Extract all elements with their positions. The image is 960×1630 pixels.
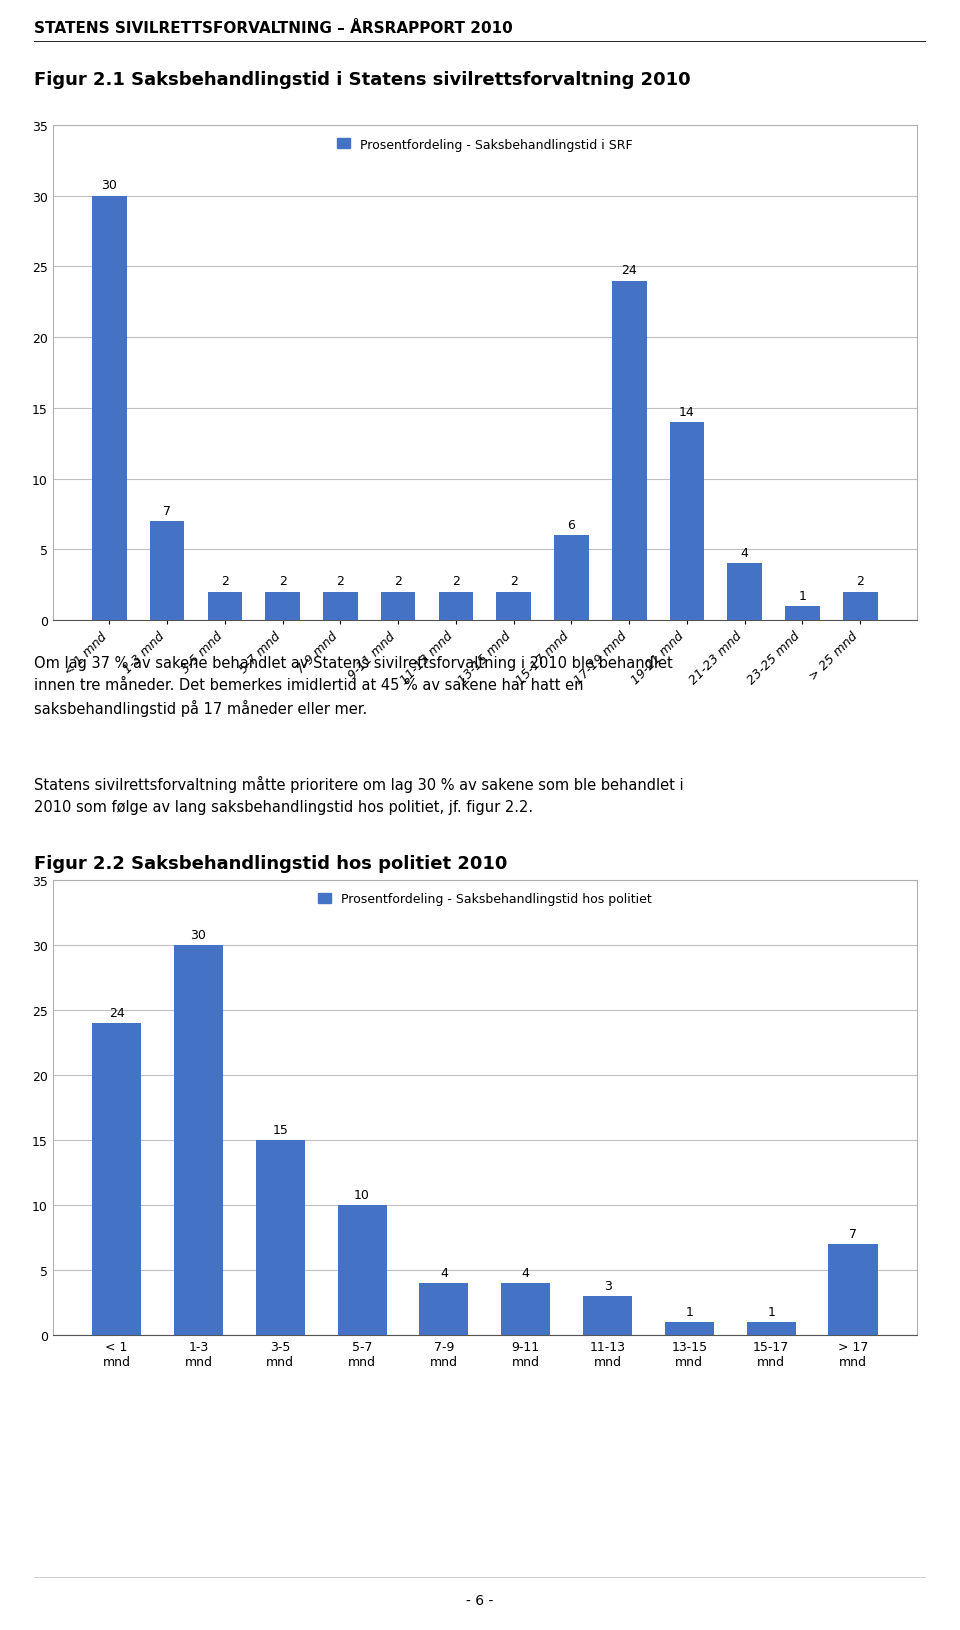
Bar: [670, 422, 705, 621]
Bar: [785, 606, 820, 621]
Bar: [265, 592, 300, 621]
Text: 7: 7: [849, 1227, 857, 1240]
Bar: [420, 1283, 468, 1335]
Bar: [324, 592, 358, 621]
Text: 2: 2: [336, 575, 345, 588]
Text: Figur 2.1 Saksbehandlingstid i Statens sivilrettsforvaltning 2010: Figur 2.1 Saksbehandlingstid i Statens s…: [34, 72, 690, 90]
Text: STATENS SIVILRETTSFORVALTNING – ÅRSRAPPORT 2010: STATENS SIVILRETTSFORVALTNING – ÅRSRAPPO…: [34, 21, 513, 36]
Bar: [496, 592, 531, 621]
Bar: [554, 536, 588, 621]
Bar: [255, 1141, 305, 1335]
Bar: [150, 522, 184, 621]
Text: 15: 15: [273, 1123, 288, 1136]
Bar: [92, 1024, 141, 1335]
Bar: [728, 564, 762, 621]
Text: 4: 4: [522, 1267, 530, 1280]
Text: 7: 7: [163, 504, 171, 517]
Bar: [174, 945, 223, 1335]
Bar: [207, 592, 242, 621]
Text: 10: 10: [354, 1188, 370, 1201]
Bar: [381, 592, 416, 621]
Text: 24: 24: [621, 264, 637, 277]
Text: 30: 30: [102, 179, 117, 192]
Text: 1: 1: [767, 1306, 775, 1319]
Legend: Prosentfordeling - Saksbehandlingstid i SRF: Prosentfordeling - Saksbehandlingstid i …: [331, 132, 638, 158]
Text: 2: 2: [510, 575, 517, 588]
Bar: [338, 1205, 387, 1335]
Bar: [747, 1322, 796, 1335]
Text: Figur 2.2 Saksbehandlingstid hos politiet 2010: Figur 2.2 Saksbehandlingstid hos politie…: [34, 854, 507, 872]
Bar: [583, 1296, 632, 1335]
Text: Om lag 37 % av sakene behandlet av Statens sivilrettsforvaltning i 2010 ble beha: Om lag 37 % av sakene behandlet av State…: [34, 655, 672, 717]
Bar: [92, 197, 127, 621]
Bar: [612, 282, 646, 621]
Bar: [665, 1322, 714, 1335]
Text: Statens sivilrettsforvaltning måtte prioritere om lag 30 % av sakene som ble beh: Statens sivilrettsforvaltning måtte prio…: [34, 776, 684, 813]
Bar: [828, 1244, 877, 1335]
Text: 2: 2: [452, 575, 460, 588]
Bar: [439, 592, 473, 621]
Text: 1: 1: [685, 1306, 693, 1319]
Text: 2: 2: [278, 575, 287, 588]
Text: 4: 4: [741, 546, 749, 559]
Bar: [501, 1283, 550, 1335]
Text: 3: 3: [604, 1280, 612, 1293]
Text: 4: 4: [440, 1267, 447, 1280]
Text: - 6 -: - 6 -: [467, 1593, 493, 1607]
Text: 2: 2: [395, 575, 402, 588]
Text: 2: 2: [856, 575, 864, 588]
Text: 2: 2: [221, 575, 228, 588]
Text: 30: 30: [190, 929, 206, 942]
Bar: [843, 592, 877, 621]
Text: 1: 1: [799, 590, 806, 601]
Text: 6: 6: [567, 518, 575, 531]
Text: 14: 14: [679, 406, 695, 419]
Legend: Prosentfordeling - Saksbehandlingstid hos politiet: Prosentfordeling - Saksbehandlingstid ho…: [312, 887, 658, 913]
Text: 24: 24: [108, 1006, 125, 1019]
